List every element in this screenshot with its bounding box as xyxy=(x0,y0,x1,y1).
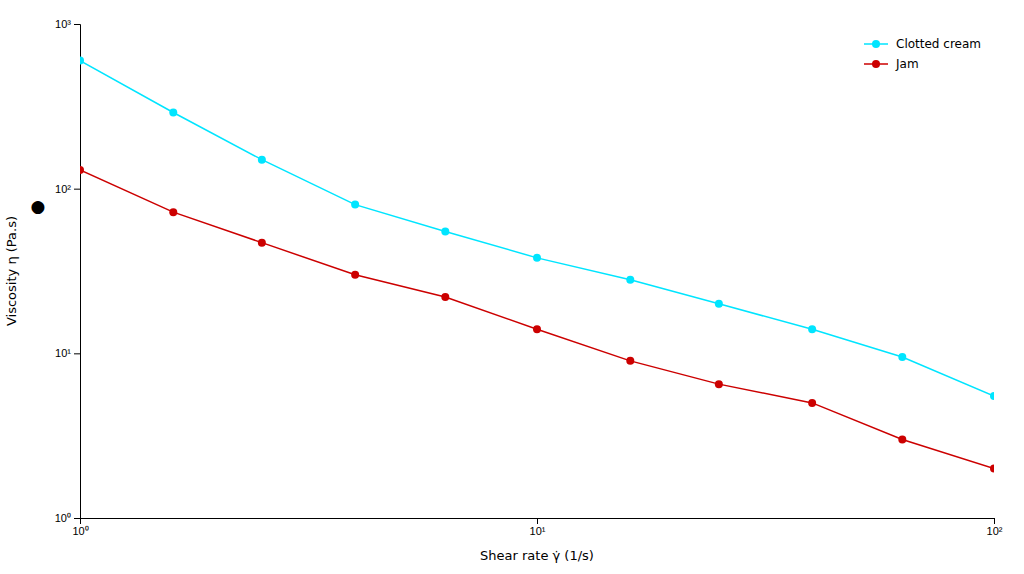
series xyxy=(80,57,994,401)
legend-label: Jam xyxy=(895,57,919,71)
line xyxy=(80,61,994,397)
point xyxy=(533,325,541,333)
point xyxy=(441,293,449,301)
legend-item: Clotted cream xyxy=(864,37,981,51)
tick: 10¹ xyxy=(55,347,80,359)
point xyxy=(351,271,359,279)
point xyxy=(898,435,906,443)
series xyxy=(80,166,994,473)
point xyxy=(169,109,177,117)
y-axis: 10⁰ 10¹ 10² 10³ xyxy=(55,18,81,524)
tick-mark xyxy=(537,518,538,524)
point xyxy=(898,353,906,361)
axis-line xyxy=(81,519,995,525)
tick-label: 10² xyxy=(55,183,71,195)
point xyxy=(258,156,266,164)
point xyxy=(80,166,84,174)
point xyxy=(169,208,177,216)
legend-item: Jam xyxy=(864,57,919,71)
line xyxy=(80,170,994,469)
legend-marker xyxy=(872,40,880,48)
tick-mark xyxy=(74,518,80,519)
tick: 10² xyxy=(55,183,80,195)
point xyxy=(533,254,541,262)
tick: 10³ xyxy=(55,18,80,30)
series-area xyxy=(80,57,994,473)
point xyxy=(808,325,816,333)
tick-label: 10⁰ xyxy=(55,512,71,524)
tick-label: 10² xyxy=(987,525,1003,537)
y-axis-title: Viscosity η (Pa.s) xyxy=(4,216,19,326)
x-axis-title: Shear rate γ̇ (1/s) xyxy=(480,548,594,563)
point xyxy=(351,201,359,209)
tick-mark xyxy=(74,189,80,190)
legend: Clotted cream Jam xyxy=(864,37,981,71)
tick-mark xyxy=(74,24,80,25)
legend-label: Clotted cream xyxy=(896,37,981,51)
tick-label: 10¹ xyxy=(55,347,71,359)
point xyxy=(626,276,634,284)
point xyxy=(990,392,994,400)
tick-label: 10³ xyxy=(55,18,71,30)
tick: 10¹ xyxy=(530,518,546,537)
point xyxy=(715,300,723,308)
axis-line xyxy=(74,25,81,519)
point xyxy=(715,380,723,388)
point xyxy=(80,57,84,65)
tick: 10⁰ xyxy=(55,512,80,524)
tick-label: 10¹ xyxy=(530,525,546,537)
point xyxy=(441,227,449,235)
point xyxy=(258,239,266,247)
tick: 10⁰ xyxy=(72,518,88,537)
annotation: ● xyxy=(31,196,46,216)
chart: 10⁰ 10¹ 10² 10⁰ 10¹ 10² 10³ Shear rate γ̇ (1/s)… xyxy=(0,0,1024,574)
point xyxy=(990,464,994,472)
legend-marker xyxy=(872,60,880,68)
x-axis: 10⁰ 10¹ 10² xyxy=(72,518,1002,537)
point xyxy=(626,357,634,365)
point xyxy=(808,399,816,407)
plot: 10⁰ 10¹ 10² 10⁰ 10¹ 10² 10³ Shear rate γ̇ (1/s)… xyxy=(4,18,1003,563)
tick-label: 10⁰ xyxy=(72,525,88,537)
tick: 10² xyxy=(987,518,1003,537)
tick-mark xyxy=(994,518,995,524)
tick-mark xyxy=(74,353,80,354)
